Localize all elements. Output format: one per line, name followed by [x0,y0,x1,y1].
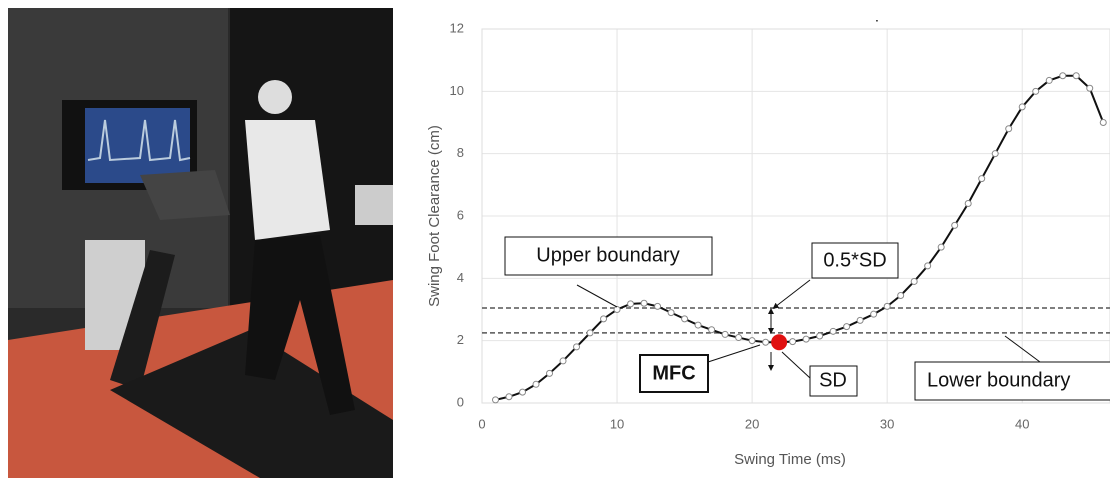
point [1046,77,1052,83]
point [1006,126,1012,132]
point [574,344,580,350]
annotation: SD [819,369,847,391]
point [911,278,917,284]
point [965,201,971,207]
point [560,358,566,364]
x-axis-label: Swing Time (ms) [734,451,846,468]
y-tick-label: 10 [450,83,464,98]
point [695,322,701,328]
point [533,381,539,387]
annotation: 0.5*SD [823,249,886,271]
point [857,317,863,323]
point [668,310,674,316]
point [722,331,728,337]
point [844,324,850,330]
point [925,263,931,269]
point [601,316,607,322]
point [790,339,796,345]
point [952,222,958,228]
point [493,397,499,403]
y-tick-label: 4 [457,270,464,285]
point [587,330,593,336]
point [871,311,877,317]
boundaries [482,308,1110,333]
point [682,316,688,322]
point [1033,88,1039,94]
point [992,151,998,157]
point [655,303,661,309]
point [1100,120,1106,126]
y-tick-label: 8 [457,145,464,160]
y-tick-label: 0 [457,394,464,409]
point [1060,73,1066,79]
y-axis-label: Swing Foot Clearance (cm) [426,125,443,307]
x-tick-label: 0 [478,416,485,431]
point [817,333,823,339]
point [641,300,647,306]
point [830,328,836,334]
point [1019,104,1025,110]
y-tick-label: 12 [450,20,464,35]
point [979,176,985,182]
x-tick-label: 40 [1015,416,1029,431]
point [709,327,715,333]
annotation: Upper boundary [536,244,679,266]
point [628,301,634,307]
photo [8,8,393,478]
point [1073,73,1079,79]
leader [775,280,810,307]
page: {"chart_data": {"type": "line", "x_label… [0,0,1110,483]
point [520,389,526,395]
point [803,336,809,342]
figure: 0 2 4 6 8 10 12 0 10 20 30 40 Swing Foot Clearance … [0,0,1110,483]
point [938,244,944,250]
point [506,394,512,400]
point [736,335,742,341]
point [614,307,620,313]
mfc-point [771,334,787,350]
point [1087,85,1093,91]
y-tick-label: 2 [457,332,464,347]
leader [577,285,617,307]
leader [782,352,810,378]
point [763,339,769,345]
point [898,292,904,298]
x-tick-label: 30 [880,416,894,431]
y-tick-label: 6 [457,207,464,222]
x-tick-label: 10 [610,416,624,431]
dot: . [875,9,879,25]
point [884,303,890,309]
x-tick-label: 20 [745,416,759,431]
annotation: Lower boundary [927,369,1070,391]
point [749,338,755,344]
annotation: MFC [652,362,695,384]
point [547,370,553,376]
